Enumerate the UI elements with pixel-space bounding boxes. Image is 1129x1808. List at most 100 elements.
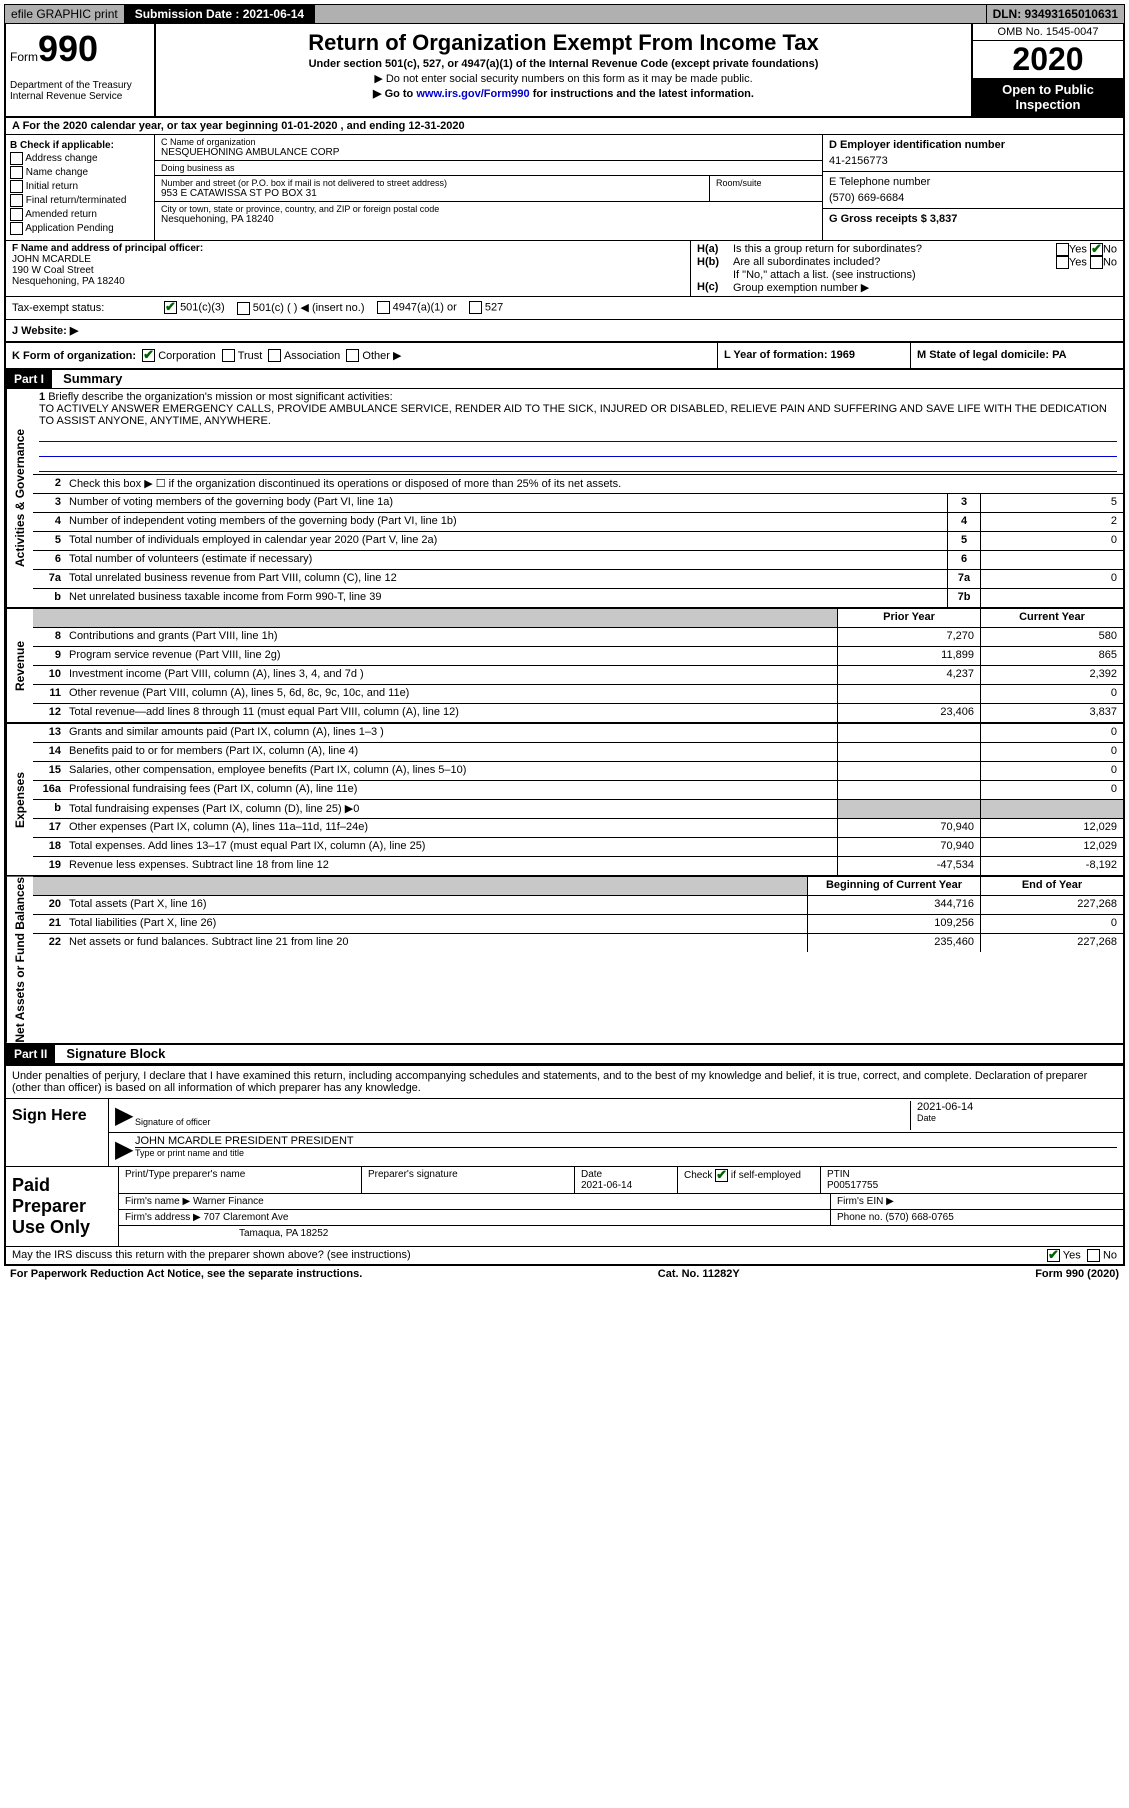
- sign-here-row: Sign Here ▶ Signature of officer 2021-06…: [6, 1098, 1123, 1166]
- mission-block: 1 Briefly describe the organization's mi…: [33, 389, 1123, 474]
- officer-row: F Name and address of principal officer:…: [6, 241, 1123, 297]
- exp-side-label: Expenses: [6, 724, 33, 875]
- cb-initial[interactable]: Initial return: [10, 180, 150, 193]
- form-ref: Form 990 (2020): [1035, 1268, 1119, 1280]
- website-row: J Website: ▶: [6, 320, 1123, 343]
- city-cell: City or town, state or province, country…: [155, 202, 822, 227]
- note-1: ▶ Do not enter social security numbers o…: [160, 72, 967, 85]
- check-if-box: B Check if applicable: Address change Na…: [6, 135, 155, 240]
- org-name: NESQUEHONING AMBULANCE CORP: [161, 147, 816, 158]
- part2-header: Part II Signature Block: [6, 1045, 1123, 1064]
- status-row: Tax-exempt status: 501(c)(3) 501(c) ( ) …: [6, 297, 1123, 320]
- street-value: 953 E CATAWISSA ST PO BOX 31: [161, 188, 703, 199]
- net-side-label: Net Assets or Fund Balances: [6, 877, 33, 1043]
- gov-side-label: Activities & Governance: [6, 389, 33, 607]
- prior-year-header: Prior Year: [837, 609, 980, 627]
- entity-row: B Check if applicable: Address change Na…: [6, 135, 1123, 241]
- revenue-section: Revenue Prior Year Current Year 8Contrib…: [6, 609, 1123, 724]
- cb-527[interactable]: 527: [469, 301, 503, 314]
- l3-value: 5: [980, 494, 1123, 512]
- l7a-value: 0: [980, 570, 1123, 588]
- korg-row: K Form of organization: Corporation Trus…: [6, 343, 1123, 371]
- phone-value: (570) 669-6684: [829, 192, 1117, 204]
- efile-label[interactable]: efile GRAPHIC print: [5, 5, 125, 23]
- header-row: Form990 Department of the Treasury Inter…: [6, 24, 1123, 118]
- dln-label: DLN: 93493165010631: [986, 5, 1124, 23]
- cb-self-employed[interactable]: [715, 1169, 728, 1182]
- signature-block: Under penalties of perjury, I declare th…: [6, 1064, 1123, 1264]
- cb-discuss-yes[interactable]: [1047, 1249, 1060, 1262]
- cb-address[interactable]: Address change: [10, 152, 150, 165]
- l4-value: 2: [980, 513, 1123, 531]
- ha-no[interactable]: No: [1087, 243, 1117, 256]
- city-value: Nesquehoning, PA 18240: [161, 214, 816, 225]
- cb-501c[interactable]: 501(c) ( ) ◀ (insert no.): [237, 301, 365, 315]
- note-2: ▶ Go to www.irs.gov/Form990 for instruct…: [160, 87, 967, 100]
- phone-cell: E Telephone number (570) 669-6684: [823, 172, 1123, 209]
- cat-no: Cat. No. 11282Y: [658, 1268, 740, 1280]
- header-left: Form990 Department of the Treasury Inter…: [6, 24, 156, 116]
- state-domicile: M State of legal domicile: PA: [911, 343, 1123, 369]
- open-inspection: Open to Public Inspection: [973, 78, 1123, 116]
- rev-side-label: Revenue: [6, 609, 33, 722]
- hb-yes[interactable]: Yes: [1056, 256, 1087, 269]
- form-label: Form: [10, 50, 38, 64]
- cb-name[interactable]: Name change: [10, 166, 150, 179]
- ptin-value: P00517755: [827, 1180, 878, 1191]
- part1-header: Part I Summary: [6, 370, 1123, 389]
- firm-name: Warner Finance: [193, 1196, 264, 1207]
- cb-discuss-no[interactable]: [1087, 1249, 1100, 1262]
- ha-yes[interactable]: Yes: [1056, 243, 1087, 256]
- firm-city: Tamaqua, PA 18252: [119, 1226, 1123, 1241]
- form-title: Return of Organization Exempt From Incom…: [160, 30, 967, 56]
- dba-cell: Doing business as: [155, 161, 822, 176]
- form-number: 990: [38, 28, 98, 69]
- current-year-header: Current Year: [980, 609, 1123, 627]
- cb-corp[interactable]: Corporation: [139, 350, 216, 362]
- ein-cell: D Employer identification number 41-2156…: [823, 135, 1123, 172]
- officer-right: H(a) Is this a group return for subordin…: [691, 241, 1123, 296]
- header-right: OMB No. 1545-0047 2020 Open to Public In…: [971, 24, 1123, 116]
- arrow-icon: ▶: [115, 1135, 135, 1164]
- entity-right: D Employer identification number 41-2156…: [822, 135, 1123, 240]
- dept-label: Department of the Treasury: [10, 80, 150, 91]
- governance-section: Activities & Governance 1 Briefly descri…: [6, 389, 1123, 609]
- sign-here-label: Sign Here: [6, 1099, 109, 1166]
- cb-other[interactable]: Other ▶: [343, 350, 401, 362]
- cb-final[interactable]: Final return/terminated: [10, 194, 150, 207]
- cb-assoc[interactable]: Association: [265, 350, 340, 362]
- discuss-row: May the IRS discuss this return with the…: [6, 1246, 1123, 1264]
- form-subtitle: Under section 501(c), 527, or 4947(a)(1)…: [160, 58, 967, 70]
- irs-link[interactable]: www.irs.gov/Form990: [416, 88, 529, 100]
- check-if-title: B Check if applicable:: [10, 140, 150, 151]
- cb-501c3[interactable]: 501(c)(3): [164, 301, 225, 314]
- l5-value: 0: [980, 532, 1123, 550]
- entity-mid: C Name of organization NESQUEHONING AMBU…: [155, 135, 822, 240]
- officer-left: F Name and address of principal officer:…: [6, 241, 691, 296]
- arrow-icon: ▶: [115, 1101, 135, 1130]
- firm-addr: 707 Claremont Ave: [204, 1212, 289, 1223]
- cb-amended[interactable]: Amended return: [10, 208, 150, 221]
- cb-trust[interactable]: Trust: [219, 350, 263, 362]
- year-formation: L Year of formation: 1969: [718, 343, 911, 369]
- preparer-row: Paid Preparer Use Only Print/Type prepar…: [6, 1166, 1123, 1246]
- footer: For Paperwork Reduction Act Notice, see …: [4, 1266, 1125, 1282]
- top-bar: efile GRAPHIC print Submission Date : 20…: [4, 4, 1125, 24]
- net-assets-section: Net Assets or Fund Balances Beginning of…: [6, 877, 1123, 1045]
- korg-left: K Form of organization: Corporation Trus…: [6, 343, 718, 369]
- l7b-value: [980, 589, 1123, 607]
- gross-cell: G Gross receipts $ 3,837: [823, 209, 1123, 229]
- expenses-section: Expenses 13Grants and similar amounts pa…: [6, 724, 1123, 877]
- header-mid: Return of Organization Exempt From Incom…: [156, 24, 971, 116]
- prep-phone: (570) 668-0765: [885, 1212, 953, 1223]
- org-name-cell: C Name of organization NESQUEHONING AMBU…: [155, 135, 822, 161]
- form-container: Form990 Department of the Treasury Inter…: [4, 24, 1125, 1266]
- cb-pending[interactable]: Application Pending: [10, 222, 150, 235]
- year-label: 2020: [973, 41, 1123, 78]
- sig-declaration: Under penalties of perjury, I declare th…: [6, 1066, 1123, 1098]
- hb-no[interactable]: No: [1087, 256, 1117, 269]
- sig-date: 2021-06-14: [917, 1101, 1117, 1113]
- cb-4947[interactable]: 4947(a)(1) or: [377, 301, 457, 314]
- submission-date-button[interactable]: Submission Date : 2021-06-14: [125, 5, 315, 23]
- period-row: A For the 2020 calendar year, or tax yea…: [6, 118, 1123, 135]
